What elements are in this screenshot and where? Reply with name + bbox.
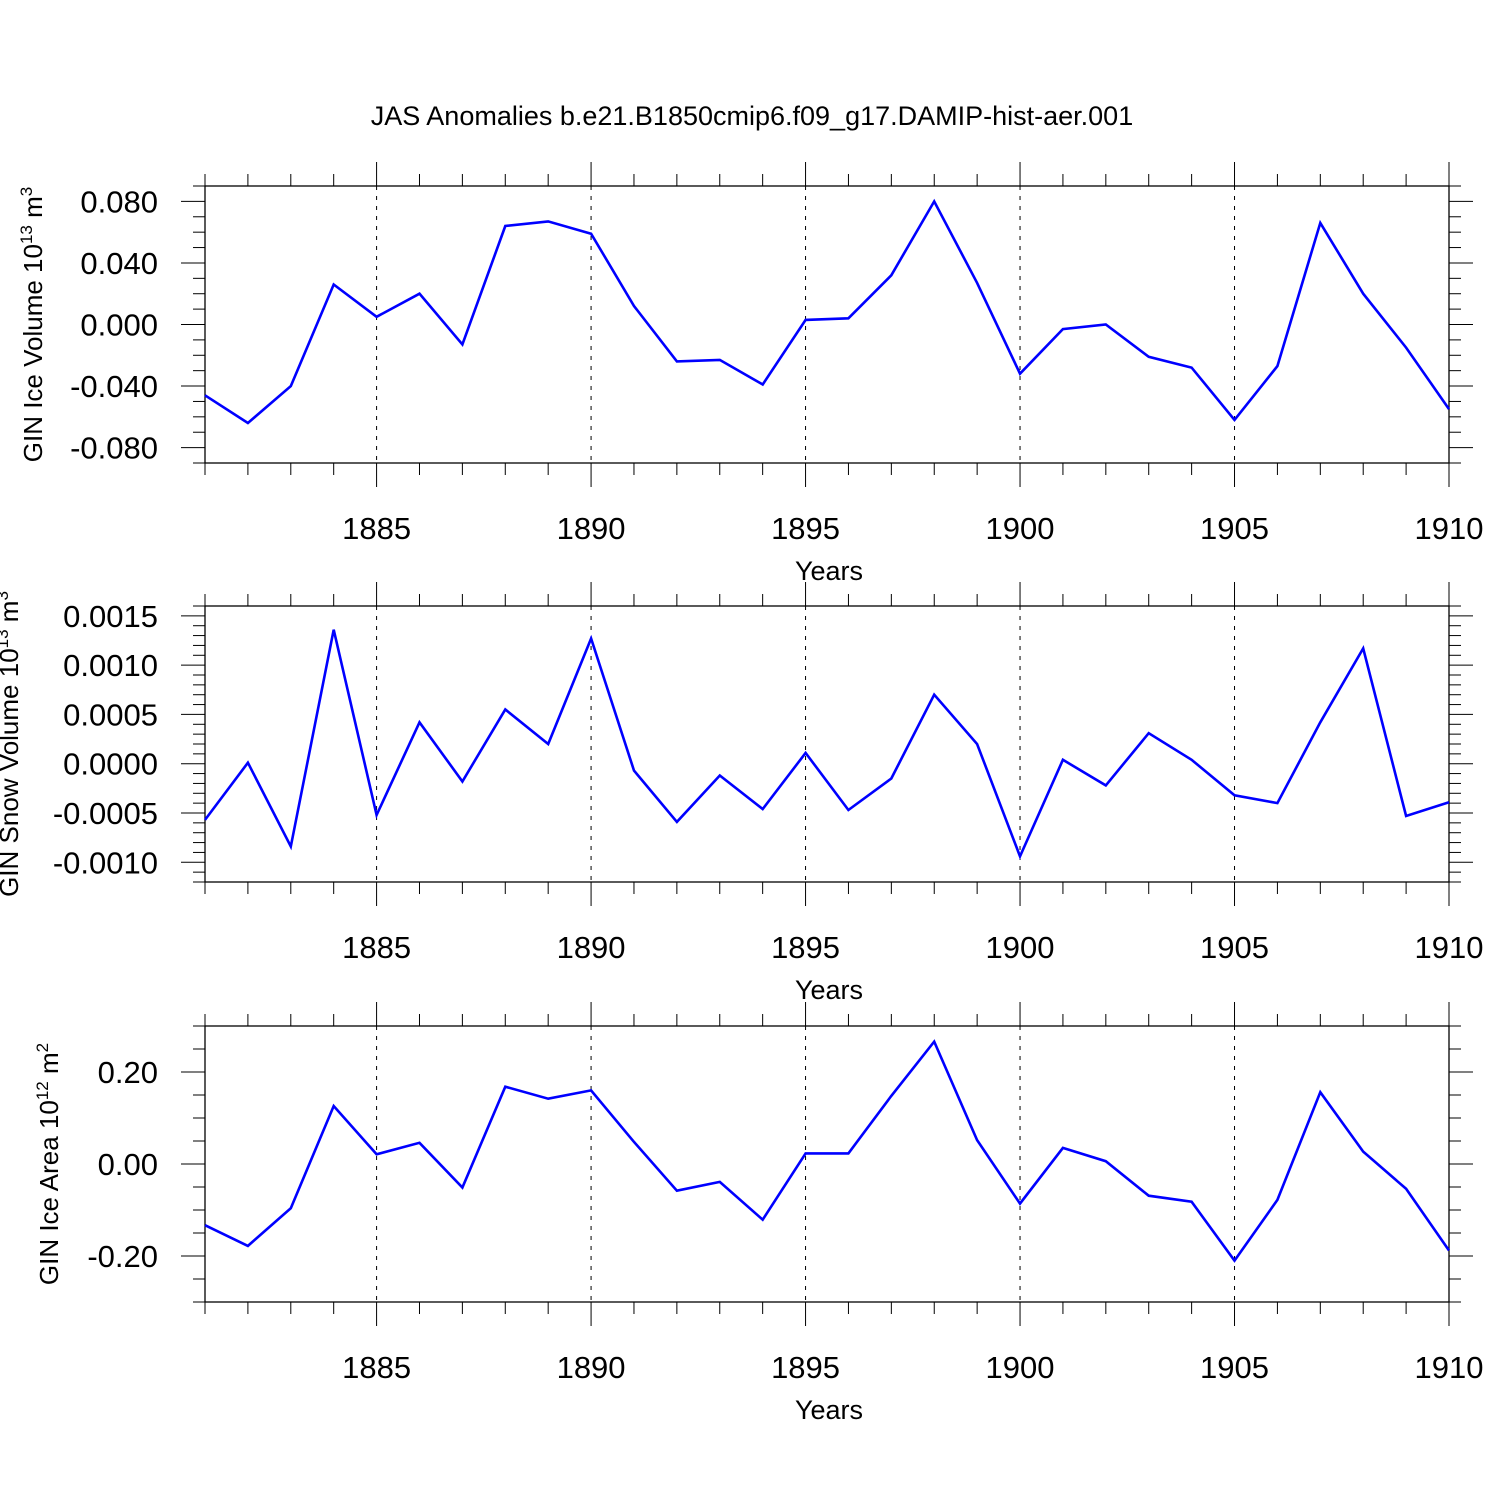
y-tick-label: -0.0010	[53, 845, 158, 880]
panels-container: 1885 1890 1895 1900 1905 1910 Years 0.080 0.040 0…	[0, 162, 1483, 1425]
x-tick-label: 1910	[1415, 930, 1484, 965]
y-tick-label: 0.0010	[63, 648, 158, 683]
x-tick-label: 1895	[771, 511, 840, 546]
x-tick-label: 1890	[557, 1350, 626, 1385]
y-tick-label: 0.20	[98, 1055, 158, 1090]
x-tick-label: 1885	[342, 1350, 411, 1385]
x-tick-label: 1910	[1415, 511, 1484, 546]
y-tick-label: -0.0005	[53, 796, 158, 831]
chart-title: JAS Anomalies b.e21.B1850cmip6.f09_g17.D…	[371, 101, 1133, 131]
x-axis-label: Years	[795, 556, 863, 586]
x-tick-label: 1910	[1415, 1350, 1484, 1385]
x-tick-label: 1905	[1200, 930, 1269, 965]
y-tick-label: 0.0015	[63, 599, 158, 634]
x-tick-label: 1895	[771, 930, 840, 965]
x-tick-label: 1885	[342, 930, 411, 965]
x-tick-label: 1900	[986, 930, 1055, 965]
x-axis-label: Years	[795, 975, 863, 1005]
x-axis-label: Years	[795, 1395, 863, 1425]
y-tick-label: 0.0000	[63, 747, 158, 782]
series-line	[204, 198, 1451, 425]
y-axis-label: GIN Ice Volume 1013 m3	[17, 187, 48, 463]
x-tick-label: 1890	[557, 930, 626, 965]
y-axis-label: GIN Snow Volume 1013 m3	[0, 591, 24, 897]
x-tick-label: 1905	[1200, 511, 1269, 546]
panel-1: 1885 1890 1895 1900 1905 1910 Years 0.080 0.040 0…	[17, 162, 1483, 586]
y-tick-label: -0.040	[70, 369, 158, 404]
x-tick-label: 1890	[557, 511, 626, 546]
panel-3: 1885 1890 1895 1900 1905 1910 Years 0.20 0.00 -0.…	[33, 1002, 1483, 1425]
x-tick-label: 1885	[342, 511, 411, 546]
x-tick-label: 1900	[986, 1350, 1055, 1385]
x-tick-label: 1895	[771, 1350, 840, 1385]
series-line	[204, 1039, 1451, 1263]
y-tick-label: 0.040	[80, 246, 158, 281]
panel-2: 1885 1890 1895 1900 1905 1910 Years 0.0015 0.001…	[0, 582, 1483, 1005]
y-tick-label: -0.20	[87, 1239, 158, 1274]
y-tick-label: 0.000	[80, 308, 158, 343]
y-axis-label: GIN Ice Area 1012 m2	[33, 1043, 64, 1285]
y-tick-label: 0.0005	[63, 697, 158, 732]
x-tick-label: 1905	[1200, 1350, 1269, 1385]
y-tick-label: 0.00	[98, 1147, 158, 1182]
y-tick-label: 0.080	[80, 184, 158, 219]
series-line	[203, 629, 1450, 860]
y-tick-label: -0.080	[70, 431, 158, 466]
x-tick-label: 1900	[986, 511, 1055, 546]
